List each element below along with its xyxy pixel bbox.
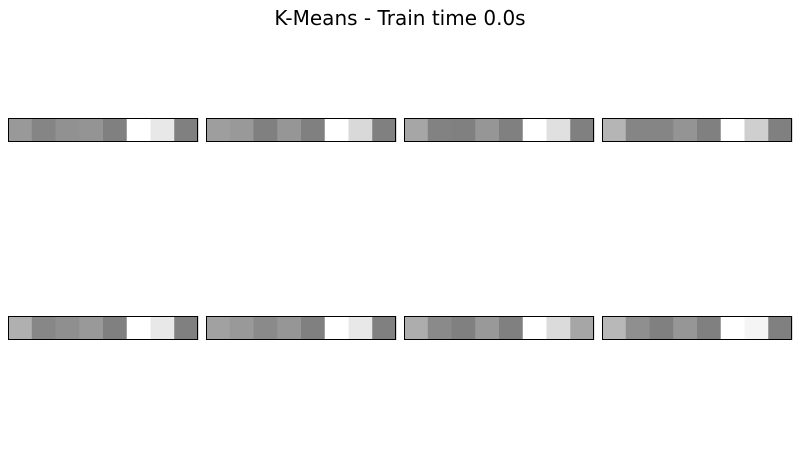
heatmap-cell	[625, 316, 650, 340]
heatmap-cell	[768, 316, 793, 340]
heatmap-cell	[522, 118, 547, 142]
heatmap-cell	[475, 118, 500, 142]
heatmap-panel-5	[8, 316, 199, 340]
heatmap-panel-7	[404, 316, 595, 340]
heatmap-cell	[602, 316, 627, 340]
heatmap-cell	[206, 118, 231, 142]
chart-title: K-Means - Train time 0.0s	[274, 6, 526, 30]
heatmap-cell	[427, 316, 452, 340]
heatmap-cell	[522, 316, 547, 340]
heatmap-panel-6	[206, 316, 397, 340]
heatmap-cell	[174, 118, 199, 142]
heatmap-cell	[348, 316, 373, 340]
heatmap-cell	[697, 118, 722, 142]
heatmap-cell	[570, 118, 595, 142]
heatmap-cell	[451, 316, 476, 340]
heatmap-cell	[427, 118, 452, 142]
heatmap-cell	[546, 118, 571, 142]
heatmap-cell	[404, 118, 429, 142]
panel-frame	[206, 316, 396, 340]
heatmap-cell	[697, 316, 722, 340]
heatmap-cell	[31, 118, 56, 142]
heatmap-cell	[8, 316, 33, 340]
heatmap-cell	[499, 316, 524, 340]
heatmap-cell	[673, 316, 698, 340]
heatmap-cell	[79, 316, 104, 340]
heatmap-cell	[206, 316, 231, 340]
heatmap-cell	[126, 316, 151, 340]
heatmap-cell	[103, 118, 128, 142]
heatmap-cell	[744, 118, 769, 142]
heatmap-cell	[324, 316, 349, 340]
heatmap-panel-3	[404, 118, 595, 142]
heatmap-cell	[55, 316, 80, 340]
heatmap-cell	[55, 118, 80, 142]
panel-frame	[8, 316, 198, 340]
heatmap-cell	[150, 118, 175, 142]
heatmap-cell	[475, 316, 500, 340]
heatmap-cell	[649, 118, 674, 142]
panel-frame	[206, 118, 396, 142]
heatmap-cell	[649, 316, 674, 340]
heatmap-cell	[277, 118, 302, 142]
heatmap-cell	[126, 118, 151, 142]
panel-frame	[602, 316, 792, 340]
heatmap-cell	[372, 316, 397, 340]
heatmap-cell	[253, 316, 278, 340]
heatmap-cell	[451, 118, 476, 142]
heatmap-cell	[372, 118, 397, 142]
heatmap-panel-4	[602, 118, 793, 142]
heatmap-cell	[324, 118, 349, 142]
heatmap-cell	[499, 118, 524, 142]
heatmap-cell	[253, 118, 278, 142]
heatmap-cell	[744, 316, 769, 340]
heatmap-cell	[8, 118, 33, 142]
heatmap-cell	[277, 316, 302, 340]
heatmap-cell	[570, 316, 595, 340]
heatmap-panel-2	[206, 118, 397, 142]
heatmap-cell	[602, 118, 627, 142]
panel-frame	[8, 118, 198, 142]
heatmap-cell	[625, 118, 650, 142]
panel-frame	[404, 118, 594, 142]
panel-frame	[404, 316, 594, 340]
heatmap-panel-1	[8, 118, 199, 142]
heatmap-cell	[404, 316, 429, 340]
heatmap-cell	[31, 316, 56, 340]
heatmap-cell	[348, 118, 373, 142]
heatmap-cell	[720, 118, 745, 142]
heatmap-cell	[79, 118, 104, 142]
heatmap-cell	[673, 118, 698, 142]
heatmap-cell	[229, 118, 254, 142]
heatmap-cell	[150, 316, 175, 340]
panel-frame	[602, 118, 792, 142]
heatmap-cell	[546, 316, 571, 340]
heatmap-cell	[301, 118, 326, 142]
heatmap-cell	[720, 316, 745, 340]
heatmap-cell	[301, 316, 326, 340]
heatmap-cell	[229, 316, 254, 340]
heatmap-panel-8	[602, 316, 793, 340]
heatmap-cell	[174, 316, 199, 340]
heatmap-cell	[103, 316, 128, 340]
heatmap-cell	[768, 118, 793, 142]
